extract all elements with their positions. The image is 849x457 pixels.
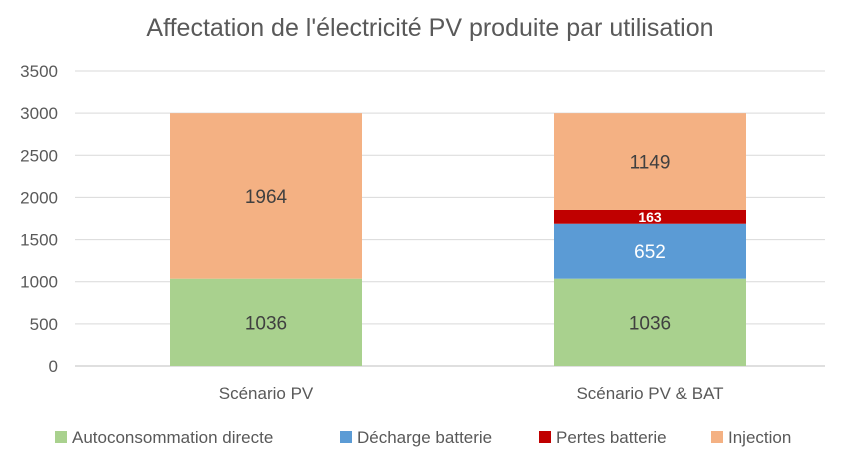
legend-label: Pertes batterie (556, 428, 667, 447)
data-labels: 1036 1964 1036 652 163 1149 (245, 153, 671, 335)
x-category-label: Scénario PV (219, 384, 314, 403)
data-label: 1036 (245, 313, 287, 334)
data-label: 1149 (630, 153, 671, 174)
legend-swatch (711, 431, 723, 443)
data-label: 1036 (629, 313, 671, 334)
bar-segment (554, 278, 746, 366)
legend-label: Autoconsommation directe (72, 428, 273, 447)
legend-swatch (55, 431, 67, 443)
y-tick-label: 3000 (20, 104, 58, 123)
chart-title: Affectation de l'électricité PV produite… (146, 14, 713, 42)
y-tick-label: 2500 (20, 146, 58, 165)
y-tick-label: 1500 (20, 231, 58, 250)
y-tick-label: 1000 (20, 273, 58, 292)
bar-segment (554, 113, 746, 210)
bar-segment (554, 223, 746, 279)
bar-segment (554, 209, 746, 224)
x-axis-categories: Scénario PV Scénario PV & BAT (219, 384, 724, 403)
bar-segment (170, 113, 362, 279)
y-tick-label: 3500 (20, 62, 58, 81)
data-label: 163 (638, 209, 662, 225)
data-label: 1964 (245, 187, 288, 208)
legend-label: Injection (728, 428, 791, 447)
bar-segment (170, 278, 362, 366)
legend: Autoconsommation directe Décharge batteri… (55, 428, 791, 447)
x-category-label: Scénario PV & BAT (576, 384, 723, 403)
legend-label: Décharge batterie (357, 428, 492, 447)
y-tick-label: 0 (49, 357, 58, 376)
y-tick-label: 500 (30, 315, 58, 334)
legend-swatch (539, 431, 551, 443)
y-tick-label: 2000 (20, 188, 58, 207)
bars (170, 113, 746, 366)
legend-swatch (340, 431, 352, 443)
data-label: 652 (634, 242, 666, 263)
y-axis-ticks: 0 500 1000 1500 2000 2500 3000 3500 (20, 62, 58, 376)
